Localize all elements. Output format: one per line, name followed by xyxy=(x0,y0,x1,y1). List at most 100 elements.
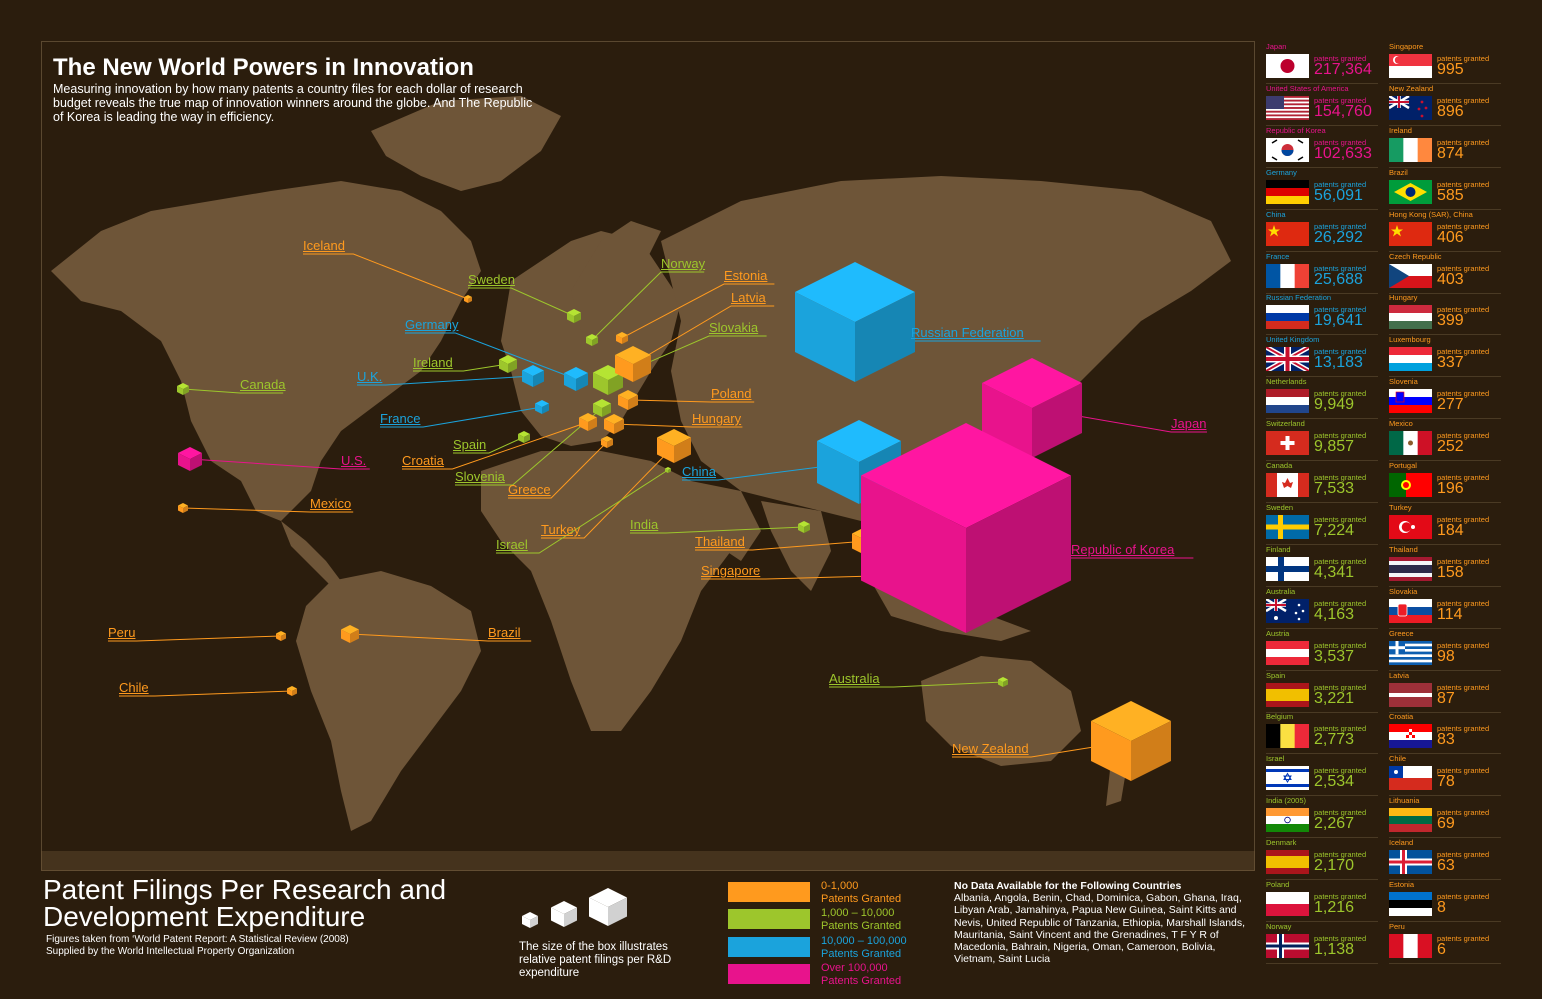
intro-text: Measuring innovation by how many patents… xyxy=(53,82,533,124)
patents-count: 1,138 xyxy=(1314,940,1355,958)
patents-count: 8 xyxy=(1437,899,1446,916)
map-label-australia: Australia xyxy=(829,671,880,686)
patents-granted-label: patents granted xyxy=(1314,473,1367,482)
map-label-u-k-: U.K. xyxy=(357,369,383,384)
cube-brazil xyxy=(341,625,359,643)
cube-spain xyxy=(518,431,530,443)
map-label-turkey: Turkey xyxy=(541,522,581,537)
map-label-germany: Germany xyxy=(405,317,459,332)
patents-granted-label: patents granted xyxy=(1314,179,1367,189)
patents-granted-label: patents granted xyxy=(1437,54,1490,63)
patents-count: 154,760 xyxy=(1314,102,1372,120)
austria-flag-icon xyxy=(1266,640,1309,665)
country-name: Norway xyxy=(1266,921,1292,931)
leader-line xyxy=(701,575,875,580)
cube-republic-of-korea xyxy=(861,423,1071,633)
country-name: Israel xyxy=(1266,754,1285,764)
cube-peru xyxy=(276,631,286,641)
country-entry: Czech Republic patents granted 403 xyxy=(1389,251,1501,294)
patents-count: 1,216 xyxy=(1314,899,1355,916)
map-label-norway: Norway xyxy=(661,256,706,271)
patents-granted-label: patents granted xyxy=(1437,137,1490,147)
leader-line xyxy=(349,633,532,642)
chile-flag-icon xyxy=(1389,766,1432,791)
country-entry: India (2005) patents granted 2,267 xyxy=(1266,795,1378,839)
cube-india xyxy=(798,521,810,533)
leader-line xyxy=(108,635,282,642)
patents-granted-label: patents granted xyxy=(1437,305,1490,315)
map-label-slovenia: Slovenia xyxy=(455,469,505,484)
patents-count: 9,949 xyxy=(1314,396,1355,414)
cube-france xyxy=(535,400,549,414)
country-name: Russian Federation xyxy=(1266,293,1332,303)
no-data-note: No Data Available for the Following Coun… xyxy=(954,880,1246,966)
patents-granted-label: patents granted xyxy=(1314,598,1367,608)
country-name: Denmark xyxy=(1266,838,1297,848)
country-entry: China patents granted 26,292 xyxy=(1266,209,1378,252)
country-entry: Germany patents granted 56,091 xyxy=(1266,167,1378,210)
patents-granted-label: patents granted xyxy=(1437,263,1490,273)
cube-slovakia xyxy=(593,365,623,395)
map-label-russian-federation: Russian Federation xyxy=(911,325,1024,340)
patents-granted-label: patents granted xyxy=(1314,54,1367,63)
iceland-flag-icon xyxy=(1389,850,1432,875)
legend-label: 10,000 – 100,000 Patents Granted xyxy=(821,935,907,960)
leader-line xyxy=(627,399,755,403)
cube-croatia xyxy=(579,413,597,431)
country-entry: Luxembourg patents granted 337 xyxy=(1389,334,1501,378)
slovenia-flag-icon xyxy=(1389,389,1432,414)
luxembourg-flag-icon xyxy=(1389,347,1432,372)
map-label-sweden: Sweden xyxy=(468,272,515,287)
size-cube-medium xyxy=(551,901,577,927)
country-name: Croatia xyxy=(1389,712,1414,722)
patents-granted-label: patents granted xyxy=(1437,933,1490,943)
size-cube-large xyxy=(589,888,627,926)
size-note: The size of the box illustrates relative… xyxy=(519,941,672,979)
country-name: Belgium xyxy=(1266,712,1294,722)
country-entry: Thailand patents granted 158 xyxy=(1389,544,1501,587)
china-flag-icon xyxy=(1389,221,1432,246)
map-label-iceland: Iceland xyxy=(303,238,345,253)
patents-count: 26,292 xyxy=(1314,228,1363,246)
country-entry: Portugal patents granted 196 xyxy=(1389,460,1501,503)
patents-count: 399 xyxy=(1437,312,1464,330)
estonia-flag-icon xyxy=(1389,892,1432,916)
patents-count: 7,533 xyxy=(1314,480,1355,497)
map-frame xyxy=(41,41,1255,871)
france-flag-icon xyxy=(1266,263,1309,288)
leader-line xyxy=(119,690,293,697)
country-name: Peru xyxy=(1389,921,1405,931)
norway-flag-icon xyxy=(1266,933,1309,958)
country-entry: United Kingdom patents granted 13,183 xyxy=(1266,334,1378,378)
korea-flag-icon xyxy=(1266,137,1309,162)
country-entry: Belgium patents granted 2,773 xyxy=(1266,711,1378,755)
slovakia-flag-icon xyxy=(1389,598,1432,623)
country-entry: Australia patents granted 4,163 xyxy=(1266,586,1378,629)
patents-count: 87 xyxy=(1437,689,1455,707)
country-entry: Republic of Korea patents granted 102,633 xyxy=(1266,125,1378,168)
patents-granted-label: patents granted xyxy=(1437,473,1490,482)
patents-granted-label: patents granted xyxy=(1314,95,1367,105)
patents-count: 184 xyxy=(1437,521,1464,539)
leader-line xyxy=(468,287,575,317)
poland-flag-icon xyxy=(1266,892,1309,916)
legend-swatch xyxy=(728,937,810,957)
country-name: Czech Republic xyxy=(1389,251,1442,261)
leader-line xyxy=(508,441,608,499)
country-entry: Norway patents granted 1,138 xyxy=(1266,921,1378,964)
country-entry: Ireland patents granted 874 xyxy=(1389,125,1501,168)
country-name: Brazil xyxy=(1389,167,1408,177)
leader-line xyxy=(829,681,1004,688)
leader-line xyxy=(413,363,509,372)
ireland-flag-icon xyxy=(1389,137,1432,162)
country-name: Canada xyxy=(1266,461,1293,470)
patents-granted-label: patents granted xyxy=(1314,221,1367,231)
patents-count: 158 xyxy=(1437,563,1464,581)
country-entry: Estonia patents granted 8 xyxy=(1389,879,1501,922)
country-name: Singapore xyxy=(1389,42,1424,51)
patents-granted-label: patents granted xyxy=(1437,179,1490,189)
country-name: Latvia xyxy=(1389,670,1410,680)
country-name: Hong Kong (SAR), China xyxy=(1389,209,1473,219)
map-label-singapore: Singapore xyxy=(701,563,761,578)
croatia-flag-icon xyxy=(1389,724,1432,749)
